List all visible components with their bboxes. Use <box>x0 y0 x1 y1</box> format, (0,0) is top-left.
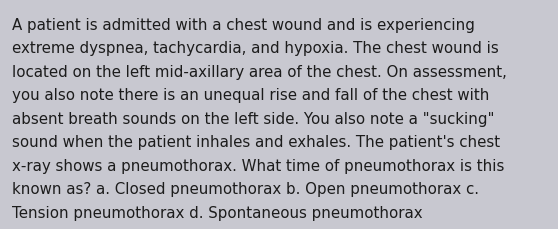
Text: A patient is admitted with a chest wound and is experiencing: A patient is admitted with a chest wound… <box>12 18 475 33</box>
Text: x-ray shows a pneumothorax. What time of pneumothorax is this: x-ray shows a pneumothorax. What time of… <box>12 158 504 173</box>
Text: extreme dyspnea, tachycardia, and hypoxia. The chest wound is: extreme dyspnea, tachycardia, and hypoxi… <box>12 41 499 56</box>
Text: located on the left mid-axillary area of the chest. On assessment,: located on the left mid-axillary area of… <box>12 65 507 80</box>
Text: sound when the patient inhales and exhales. The patient's chest: sound when the patient inhales and exhal… <box>12 135 500 150</box>
Text: absent breath sounds on the left side. You also note a "sucking": absent breath sounds on the left side. Y… <box>12 112 494 126</box>
Text: you also note there is an unequal rise and fall of the chest with: you also note there is an unequal rise a… <box>12 88 489 103</box>
Text: Tension pneumothorax d. Spontaneous pneumothorax: Tension pneumothorax d. Spontaneous pneu… <box>12 205 422 220</box>
Text: known as? a. Closed pneumothorax b. Open pneumothorax c.: known as? a. Closed pneumothorax b. Open… <box>12 182 479 197</box>
